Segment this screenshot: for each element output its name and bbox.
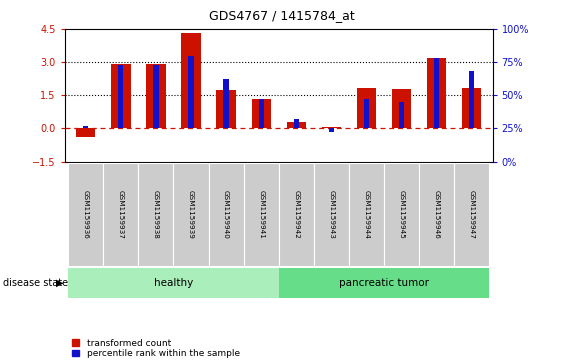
Text: GSM1159942: GSM1159942 — [293, 190, 299, 238]
Text: GDS4767 / 1415784_at: GDS4767 / 1415784_at — [209, 9, 354, 22]
Bar — [384, 163, 419, 266]
Bar — [462, 87, 481, 129]
Text: disease state: disease state — [3, 278, 68, 288]
Text: GSM1159938: GSM1159938 — [153, 190, 159, 238]
Bar — [146, 64, 166, 129]
Bar — [216, 90, 236, 129]
Text: GSM1159940: GSM1159940 — [223, 190, 229, 238]
Bar — [279, 269, 489, 298]
Text: GSM1159947: GSM1159947 — [468, 190, 475, 238]
Bar — [189, 56, 194, 129]
Text: GSM1159946: GSM1159946 — [434, 190, 440, 238]
Bar — [364, 99, 369, 129]
Text: GSM1159941: GSM1159941 — [258, 190, 264, 238]
Bar — [321, 127, 341, 129]
Text: GSM1159945: GSM1159945 — [399, 190, 404, 238]
Text: pancreatic tumor: pancreatic tumor — [339, 278, 429, 288]
Bar — [224, 79, 229, 129]
Bar — [392, 89, 411, 129]
Text: GSM1159944: GSM1159944 — [363, 190, 369, 238]
Bar — [469, 72, 474, 129]
Bar — [314, 163, 349, 266]
Text: ▶: ▶ — [56, 278, 64, 288]
Text: GSM1159939: GSM1159939 — [188, 190, 194, 238]
Bar — [208, 163, 244, 266]
Bar — [111, 64, 131, 129]
Bar — [399, 102, 404, 129]
Bar — [104, 163, 138, 266]
Bar — [181, 33, 200, 129]
Bar — [173, 163, 208, 266]
Bar — [329, 129, 334, 132]
Bar — [83, 126, 88, 129]
Bar — [252, 99, 271, 129]
Bar — [118, 65, 123, 129]
Bar — [76, 129, 96, 137]
Bar — [138, 163, 173, 266]
Legend: transformed count, percentile rank within the sample: transformed count, percentile rank withi… — [72, 339, 240, 359]
Bar — [293, 119, 299, 129]
Text: GSM1159937: GSM1159937 — [118, 190, 124, 238]
Bar — [68, 269, 279, 298]
Bar — [68, 163, 104, 266]
Bar — [153, 65, 159, 129]
Bar — [357, 88, 376, 129]
Bar — [454, 163, 489, 266]
Text: GSM1159943: GSM1159943 — [328, 190, 334, 238]
Text: GSM1159936: GSM1159936 — [83, 190, 89, 238]
Bar — [279, 163, 314, 266]
Bar — [434, 58, 439, 129]
Text: healthy: healthy — [154, 278, 193, 288]
Bar — [419, 163, 454, 266]
Bar — [258, 99, 264, 129]
Bar — [427, 58, 446, 129]
Bar — [244, 163, 279, 266]
Bar — [287, 122, 306, 129]
Bar — [349, 163, 384, 266]
